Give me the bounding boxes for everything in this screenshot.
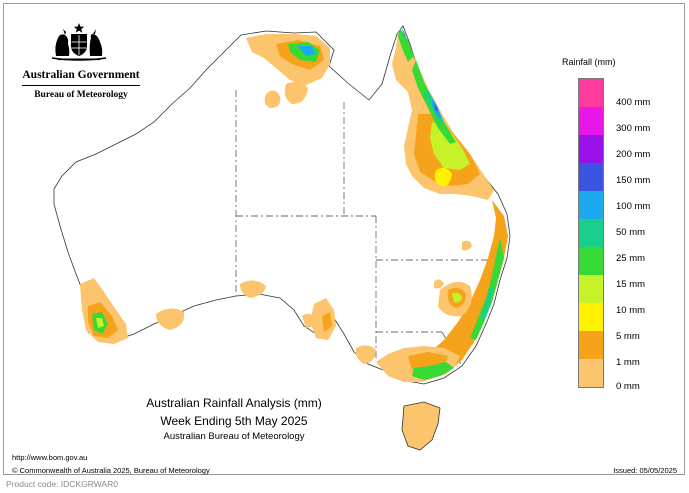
map-title: Australian Rainfall Analysis (mm) (146, 396, 322, 410)
rain-area-queensland-15mm (430, 122, 470, 170)
legend-swatch-10 (579, 303, 603, 331)
tasmania (401, 401, 441, 451)
government-name: Australian Government (22, 69, 140, 81)
state-borders (235, 90, 504, 367)
map-subtitle: Week Ending 5th May 2025 (160, 414, 308, 428)
rain-area-wa-southwest-15mm (96, 318, 104, 328)
rain-area-queensland-10mm (434, 167, 452, 187)
legend-swatch-25 (579, 247, 603, 275)
legend-swatch-100 (579, 191, 603, 219)
legend-label-50: 50 mm (616, 227, 646, 238)
legend-label-10: 10 mm (616, 305, 646, 316)
bureau-name: Bureau of Meteorology (34, 90, 128, 100)
map-source: Australian Bureau of Meteorology (163, 431, 305, 442)
rain-area-nsw-coast-green (470, 238, 504, 340)
rain-area-victoria-west (355, 345, 376, 364)
coat-of-arms-icon (51, 23, 107, 61)
rain-area-top-end-very-heavy (298, 46, 316, 56)
bom-url-link[interactable]: http://www.bom.gov.au (12, 453, 88, 462)
legend-swatch-1 (579, 359, 603, 387)
legend-label-200: 200 mm (616, 149, 651, 160)
legend-label-5: 5 mm (616, 331, 640, 342)
copyright-text: © Commonwealth of Australia 2025, Bureau… (12, 466, 210, 475)
issued-date: Issued: 05/05/2025 (613, 466, 677, 475)
legend-swatch-400 (579, 79, 603, 107)
legend-swatch-150 (579, 163, 603, 191)
legend-label-300: 300 mm (616, 123, 651, 134)
rain-area-nsw-west (434, 279, 444, 289)
rain-area-sa-gulf-moderate (322, 312, 332, 332)
rain-area-inland-queensland (462, 240, 472, 251)
legend-label-1: 1 mm (616, 357, 640, 368)
rain-area-arnhem (284, 81, 308, 104)
legend-label-25: 25 mm (616, 253, 646, 264)
rain-area-queensland-coastal-deep (434, 102, 438, 112)
legend-swatch-15 (579, 275, 603, 303)
rainfall-overlay (80, 28, 508, 382)
rain-area-queensland-peninsula-blue (402, 28, 406, 38)
rain-area-victoria-green (412, 362, 454, 380)
legend-label-15: 15 mm (616, 279, 646, 290)
rain-area-wa-south-coast (156, 308, 185, 330)
legend-title: Rainfall (mm) (562, 57, 616, 67)
rain-area-queensland-peninsula-green (398, 28, 414, 62)
rain-area-nsw-inland-15mm (452, 292, 462, 303)
rain-area-central-nt (264, 90, 281, 108)
legend-swatch-5 (579, 331, 603, 359)
rain-area-wa-nullarbor (240, 280, 266, 298)
rain-area-sa-south (302, 313, 316, 328)
product-code: Product code: IDCKGRWAR0 (6, 479, 118, 489)
legend-label-100: 100 mm (616, 201, 651, 212)
map-frame: Australian Government Bureau of Meteorol… (3, 3, 685, 475)
legend-label-0: 0 mm (616, 381, 640, 392)
legend-swatch-200 (579, 135, 603, 163)
legend-swatch-300 (579, 107, 603, 135)
rainfall-map (53, 25, 511, 451)
legend-label-150: 150 mm (616, 175, 651, 186)
header-divider (22, 85, 140, 86)
legend-label-400: 400 mm (616, 97, 651, 108)
australia-mainland (53, 25, 511, 385)
legend-color-bar (578, 78, 604, 388)
legend-swatch-50 (579, 219, 603, 247)
rain-area-nsw-coast-teal (480, 286, 494, 320)
